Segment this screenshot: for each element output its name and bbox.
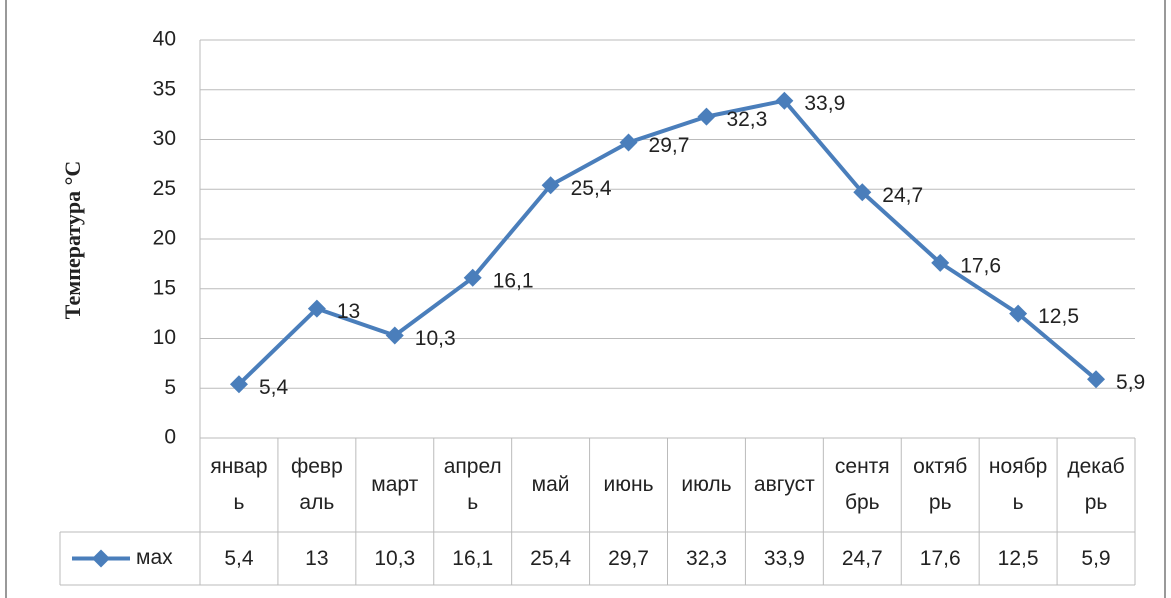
data-label: 16,1 [493,269,534,292]
y-tick-label: 20 [153,227,176,250]
table-value: 12,5 [997,546,1039,570]
marker [307,299,326,318]
table-value: 16,1 [452,546,494,570]
marker [619,133,638,152]
legend-marker [92,549,110,568]
table-value: 24,7 [841,546,883,570]
data-label: 10,3 [415,327,456,350]
category-cell: июнь [603,473,654,496]
table-value: 5,4 [224,546,254,570]
marker [853,183,872,202]
table-value: 17,6 [919,546,961,570]
y-tick-label: 40 [153,28,176,51]
y-tick-label: 25 [153,177,176,200]
category-cell: сентябрь [834,455,890,514]
marker [931,253,950,272]
data-label: 32,3 [726,108,767,131]
data-label: 13 [337,300,360,323]
table-value: 13 [305,546,329,570]
table-value: 32,3 [686,546,727,570]
marker [697,107,716,126]
data-label: 24,7 [882,184,923,207]
data-label: 5,9 [1116,371,1145,394]
marker [541,176,560,195]
data-label: 29,7 [649,134,690,157]
data-label: 12,5 [1038,305,1079,328]
category-cell: январь [210,455,268,514]
y-tick-label: 0 [164,426,176,449]
legend-label: мах [136,546,173,569]
data-label: 33,9 [804,92,845,115]
table-value: 10,3 [374,546,416,570]
category-cell: март [371,473,419,496]
category-cell: ноябрь [988,455,1048,514]
marker [775,91,794,110]
data-label: 25,4 [571,177,612,200]
line [237,98,1098,386]
y-tick-label: 30 [153,127,176,150]
marker [1087,370,1106,389]
marker [463,268,482,287]
category-cell: август [753,473,815,496]
table-value: 25,4 [530,546,572,570]
data-label: 5,4 [259,376,289,399]
y-tick-label: 5 [164,376,176,399]
category-cell: апрель [443,455,502,514]
y-tick-label: 10 [153,326,176,349]
category-cell: октябрь [913,455,968,514]
y-tick-label: 35 [153,77,176,100]
marker [385,326,404,345]
table-value: 33,9 [763,546,805,570]
category-cell: февраль [290,455,343,514]
marker [229,375,248,394]
marker [1009,304,1028,323]
table-value: 29,7 [608,546,649,570]
category-cell: май [531,473,570,496]
table-value: 5,9 [1081,546,1111,570]
category-cell: декабрь [1067,455,1125,514]
data-label: 17,6 [960,254,1001,277]
y-tick-label: 15 [153,276,176,299]
y-axis-title: Температура °С [60,161,85,320]
category-cell: июль [681,473,732,496]
